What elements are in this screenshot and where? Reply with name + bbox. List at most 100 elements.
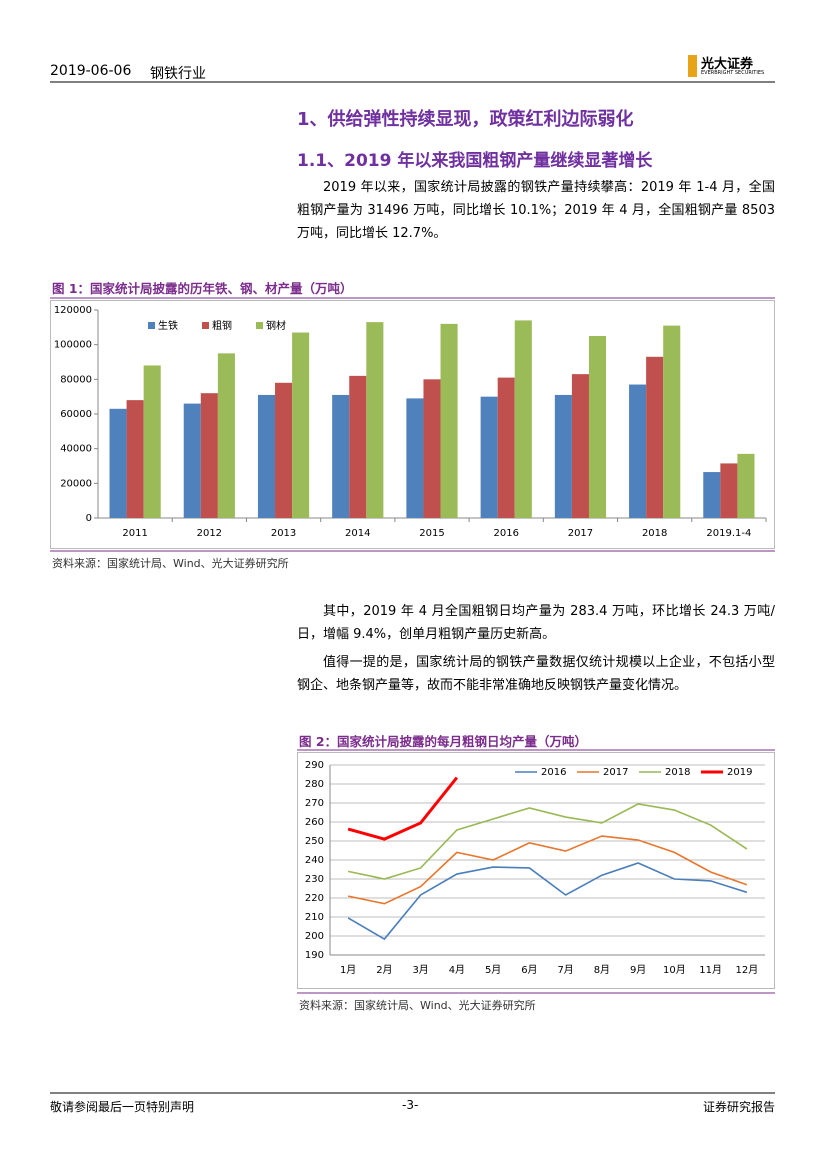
bar [257, 394, 276, 518]
bar [275, 382, 293, 518]
bar [423, 379, 441, 518]
legend-label: 2018 [665, 767, 690, 778]
x-tick-label: 2018 [642, 528, 667, 539]
y-tick-label: 120000 [54, 305, 92, 316]
x-tick-label: 2013 [271, 528, 296, 539]
x-tick-label: 2月 [376, 964, 392, 976]
bar [366, 322, 384, 518]
line [347, 776, 459, 841]
bar [497, 377, 515, 518]
y-tick-label: 200 [305, 931, 324, 942]
header-date: 2019-06-06 [50, 63, 132, 79]
bar [332, 394, 350, 518]
line [347, 862, 748, 941]
x-tick-label: 2015 [419, 528, 444, 539]
y-tick-label: 280 [305, 779, 324, 790]
bar [440, 323, 458, 518]
x-tick-label: 5月 [485, 964, 501, 976]
bar [406, 398, 424, 518]
y-tick-label: 100000 [54, 340, 92, 351]
bar [217, 353, 235, 518]
line [347, 803, 748, 880]
y-tick-label: 220 [305, 893, 324, 904]
x-tick-label: 1月 [340, 964, 356, 976]
x-tick-label: 4月 [449, 964, 465, 976]
legend-label: 钢材 [266, 319, 286, 332]
bar [663, 325, 681, 518]
y-tick-label: 40000 [60, 444, 92, 455]
figure-source: 资料来源：国家统计局、Wind、光大证券研究所 [52, 557, 289, 570]
footer-left: 敬请参阅最后一页特别声明 [50, 1100, 195, 1114]
y-tick-label: 210 [305, 912, 324, 923]
legend-label: 粗钢 [212, 319, 232, 332]
figure-source: 资料来源：国家统计局、Wind、光大证券研究所 [299, 999, 536, 1012]
bar [629, 384, 647, 518]
y-tick-label: 270 [305, 798, 324, 809]
x-tick-label: 11月 [699, 964, 722, 976]
paragraph: 值得一提的是，国家统计局的钢铁产量数据仅统计规模以上企业，不包括小型钢企、地条钢… [297, 655, 775, 693]
bar [349, 375, 367, 518]
logo-cn: 光大证券 [701, 57, 754, 72]
footer-right: 证券研究报告 [703, 1100, 776, 1114]
legend-swatch [202, 322, 209, 329]
header-industry: 钢铁行业 [150, 66, 206, 82]
y-tick-label: 230 [305, 874, 324, 885]
bar [109, 408, 127, 518]
logo-en: EVERBRIGHT SECURITIES [701, 70, 765, 76]
x-tick-label: 2014 [345, 528, 370, 539]
x-tick-label: 12月 [736, 964, 759, 976]
legend-swatch [148, 322, 155, 329]
x-tick-label: 2012 [197, 528, 222, 539]
chart-frame [50, 300, 775, 549]
y-tick-label: 260 [305, 817, 324, 828]
y-tick-label: 60000 [60, 409, 92, 420]
bar [183, 403, 201, 518]
figure-title: 图 2：国家统计局披露的每月粗钢日均产量（万吨） [299, 734, 588, 749]
chart-frame [297, 752, 775, 989]
heading: 1、供给弹性持续显现，政策红利边际弱化 [297, 109, 634, 130]
heading: 1.1、2019 年以来我国粗钢产量继续显著增长 [297, 151, 653, 171]
y-tick-label: 80000 [60, 374, 92, 385]
bar [292, 332, 310, 518]
footer-page: -3- [402, 1098, 419, 1112]
x-tick-label: 2019.1-4 [706, 528, 751, 539]
line [347, 835, 748, 905]
bar [200, 393, 218, 518]
y-tick-label: 290 [305, 760, 324, 771]
legend-label: 生铁 [158, 319, 178, 332]
legend-label: 2017 [603, 767, 628, 778]
bar [126, 400, 144, 518]
x-tick-label: 9月 [630, 964, 646, 976]
paragraph: 其中，2019 年 4 月全国粗钢日均产量为 283.4 万吨，环比增长 24.… [297, 604, 775, 642]
bar [646, 356, 664, 518]
bar [514, 320, 532, 518]
y-tick-label: 250 [305, 836, 324, 847]
paragraph: 2019 年以来，国家统计局披露的钢铁产量持续攀高：2019 年 1-4 月，全… [297, 180, 775, 241]
bar [480, 396, 498, 518]
figure-title: 图 1：国家统计局披露的历年铁、钢、材产量（万吨） [52, 281, 353, 296]
bar [571, 374, 589, 518]
legend-label: 2019 [727, 767, 752, 778]
y-tick-label: 20000 [60, 478, 92, 489]
legend-swatch [256, 322, 263, 329]
x-tick-label: 2016 [493, 528, 518, 539]
x-tick-label: 2011 [122, 528, 147, 539]
x-tick-label: 3月 [412, 964, 428, 976]
bar [737, 453, 755, 518]
logo-mark [688, 55, 697, 77]
y-tick-label: 190 [305, 950, 324, 961]
bar [720, 463, 738, 518]
x-tick-label: 6月 [521, 964, 537, 976]
bar [143, 365, 161, 518]
y-tick-label: 240 [305, 855, 324, 866]
y-tick-label: 0 [86, 513, 92, 524]
bar [703, 472, 721, 518]
bar [588, 336, 607, 518]
bar [554, 394, 572, 518]
x-tick-label: 10月 [663, 964, 686, 976]
x-tick-label: 8月 [594, 964, 610, 976]
x-tick-label: 7月 [557, 964, 573, 976]
legend-label: 2016 [541, 767, 566, 778]
